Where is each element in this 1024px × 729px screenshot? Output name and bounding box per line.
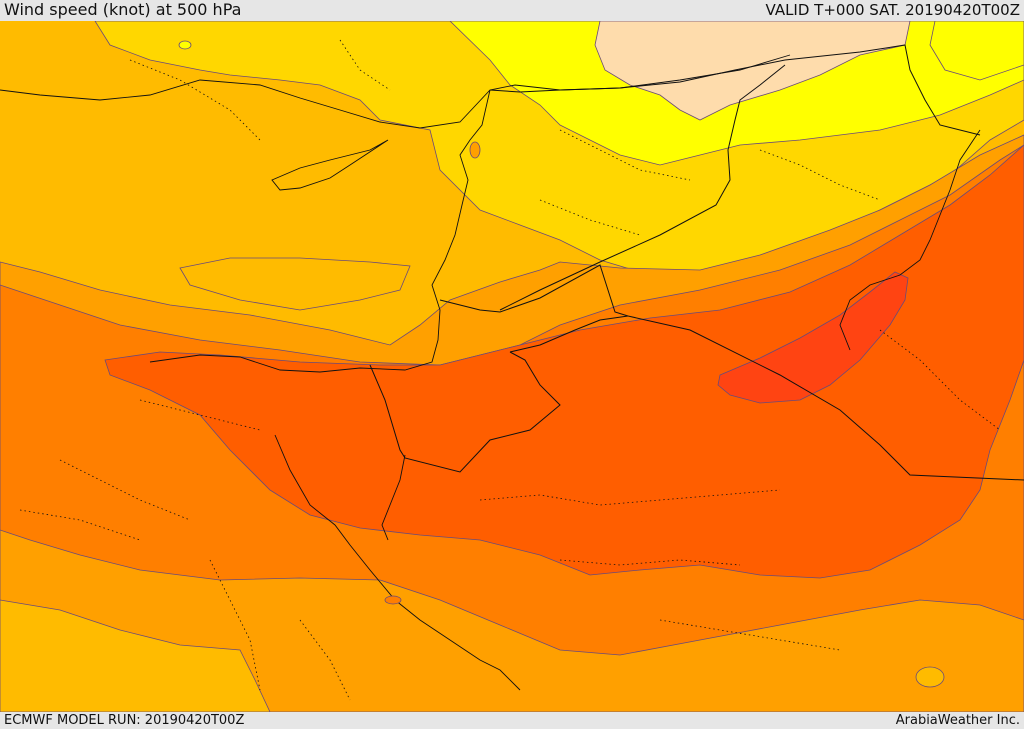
map-footer: ECMWF MODEL RUN: 20190420T00Z ArabiaWeat… (0, 712, 1024, 729)
coastline-red-sea (274, 434, 521, 691)
valid-time: VALID T+000 SAT. 20190420T00Z (765, 1, 1020, 19)
coastline-aqaba (381, 454, 406, 541)
map-title: Wind speed (knot) at 500 hPa (4, 0, 242, 19)
border-iraq-saudi (499, 64, 786, 311)
map-canvas (0, 21, 1024, 712)
band-very-strong (104, 144, 1024, 579)
border-turkey-syria (489, 44, 981, 136)
map-header: Wind speed (knot) at 500 hPa VALID T+000… (0, 0, 1024, 21)
wind-speed-map[interactable] (0, 21, 1024, 712)
contour-island-syria (469, 141, 481, 159)
coastline-cyprus (271, 139, 389, 191)
internal-boundaries (19, 39, 1001, 701)
contour-island (384, 595, 402, 605)
band-moderate-sw (0, 599, 271, 712)
band-medium-lobe (179, 257, 411, 311)
coastline-gulf (839, 129, 981, 351)
band-max (717, 271, 909, 404)
credit: ArabiaWeather Inc. (895, 713, 1020, 728)
border-egypt (369, 351, 561, 473)
model-run: ECMWF MODEL RUN: 20190420T00Z (4, 713, 245, 728)
contour-island-sw (915, 666, 945, 688)
border-jordan (439, 264, 629, 353)
contour-island-nw (178, 40, 192, 50)
coastline-mediterranean (149, 89, 491, 373)
border-saudi-north (627, 315, 1024, 481)
band-low-ne (929, 21, 1024, 81)
